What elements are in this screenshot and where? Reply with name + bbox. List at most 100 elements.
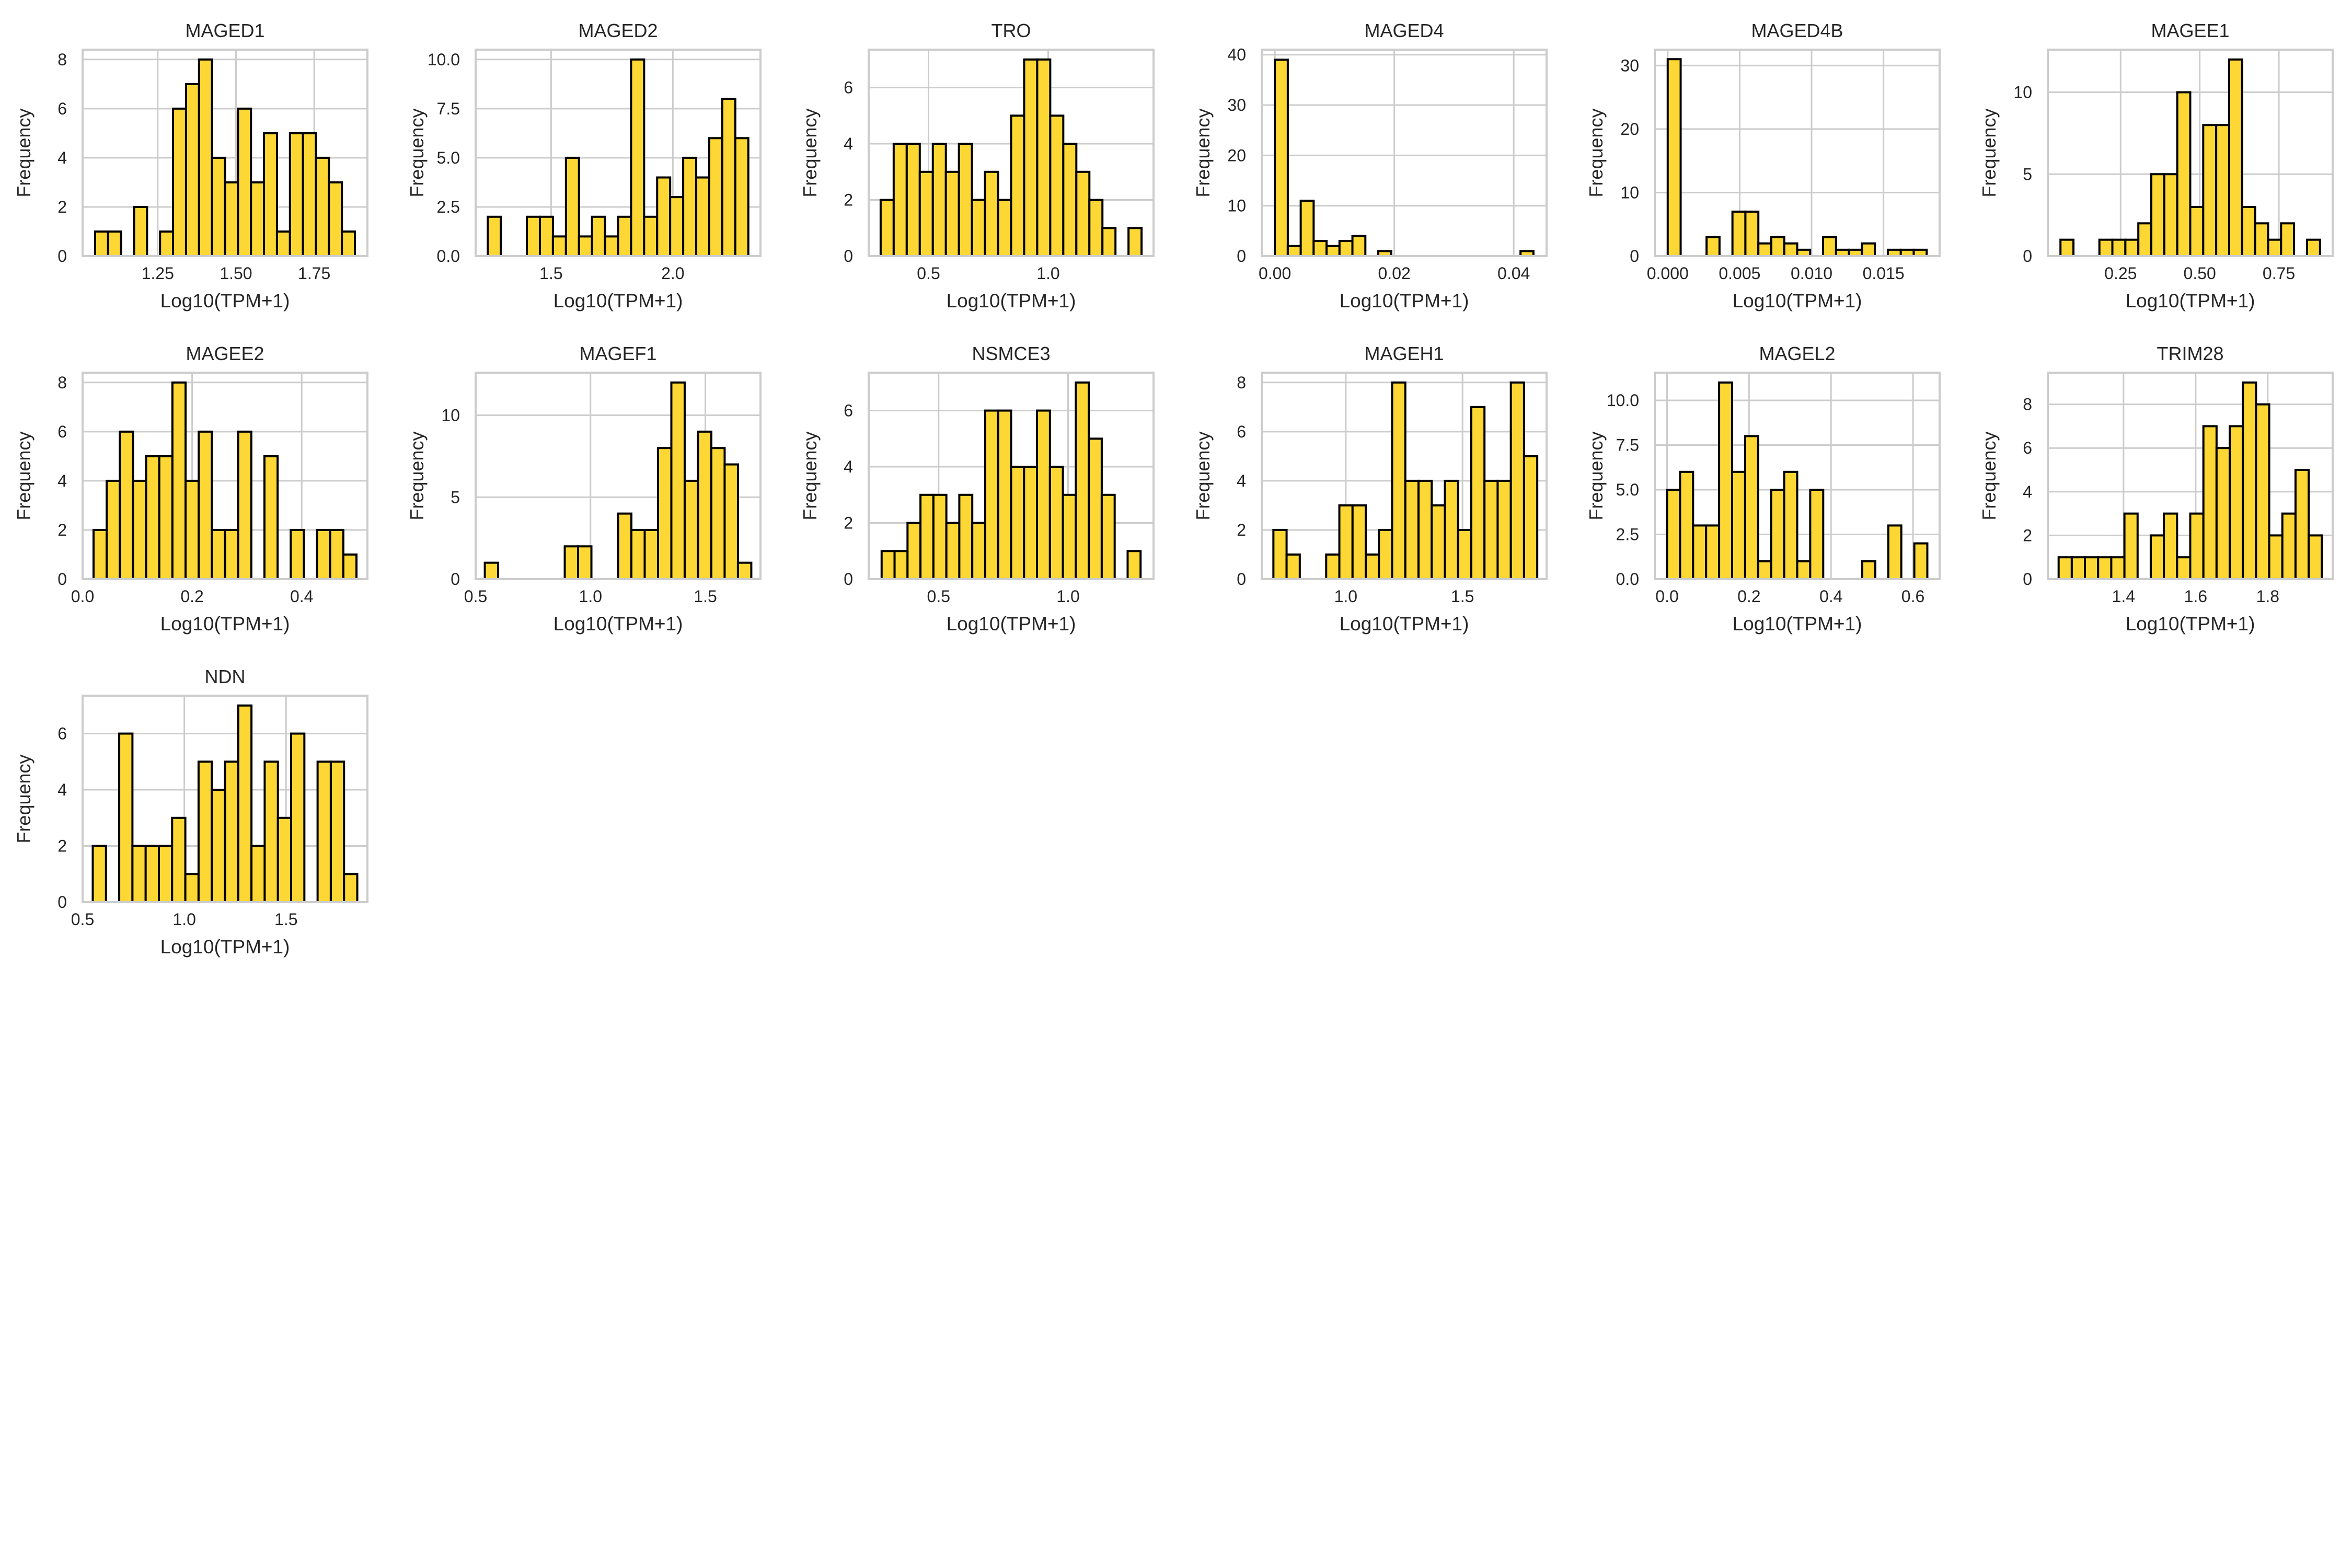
y-tick-label: 4	[57, 471, 67, 490]
x-tick-label: 0.04	[1497, 264, 1530, 283]
axes-frame	[2047, 49, 2334, 257]
histogram-bar	[2202, 425, 2218, 580]
histogram-bar	[2281, 512, 2297, 580]
histogram-bar	[2084, 556, 2100, 580]
y-tick-label: 10	[2013, 83, 2032, 102]
y-tick-label: 5	[2023, 165, 2032, 183]
chart-title: MAGEL2	[1759, 343, 1835, 364]
histogram-bar	[918, 170, 934, 257]
x-tick-label: 0.50	[2184, 264, 2216, 283]
histogram-bar	[564, 156, 580, 257]
histogram-bar	[2228, 58, 2243, 258]
histogram-bar	[2176, 91, 2192, 257]
histogram-bar	[538, 215, 554, 257]
histogram-bar	[892, 143, 908, 258]
histogram-bar	[2149, 534, 2165, 580]
y-tick-label: 0.0	[1616, 570, 1639, 589]
histogram-bar	[2267, 238, 2282, 257]
y-axis-label: Frequency	[1978, 431, 2000, 520]
histogram-bar	[185, 83, 200, 257]
histogram-bar	[2255, 403, 2270, 580]
histogram-bar	[1126, 550, 1142, 581]
histogram-bar	[343, 873, 359, 904]
y-tick-label: 6	[844, 78, 853, 97]
x-tick-label: 1.0	[1056, 587, 1079, 606]
chart-title: MAGED2	[578, 20, 658, 41]
chart-panel-magee1: 0.25 0.50 0.75 0 5 10 MAGEE1 Log10(TPM+1) Freque…	[1978, 20, 2334, 312]
histogram-bar	[107, 230, 122, 258]
histogram-bar	[2241, 205, 2256, 258]
histogram-bar	[237, 107, 252, 257]
histogram-bar	[133, 205, 148, 258]
x-tick-label: 0.2	[180, 587, 203, 606]
y-axis-label: Frequency	[799, 108, 821, 197]
histogram-bar	[630, 58, 645, 258]
histogram-bar	[1822, 236, 1837, 257]
y-tick-label: 0	[2023, 570, 2032, 589]
axes-frame	[1654, 372, 1941, 580]
y-tick-label: 20	[1620, 120, 1639, 139]
y-tick-label: 10	[1227, 197, 1246, 215]
histogram-bar	[2280, 222, 2296, 257]
y-axis-label: Frequency	[13, 108, 34, 197]
x-tick-label: 0.02	[1378, 264, 1411, 283]
axes-frame	[475, 49, 762, 257]
x-tick-label: 1.25	[142, 264, 174, 283]
histogram-bar	[2176, 556, 2192, 580]
histogram-bar	[1770, 236, 1785, 257]
chart-panel-magee2: 0.0 0.2 0.4 0 2 4 6 8 MAGEE2 Log10(TPM+1) Frequenc…	[13, 343, 368, 635]
axes-frame	[1654, 49, 1941, 257]
axes-frame	[868, 49, 1155, 257]
x-tick-label: 2.0	[661, 264, 684, 283]
histogram-bar	[290, 732, 306, 903]
y-tick-label: 2	[844, 191, 853, 210]
histogram-bar	[997, 199, 1012, 257]
histogram-bar	[1496, 479, 1512, 581]
y-tick-label: 10.0	[428, 50, 460, 69]
histogram-bar	[670, 381, 686, 580]
histogram-bar	[328, 181, 343, 257]
histogram-bar	[931, 143, 947, 258]
chart-title: MAGEF1	[579, 343, 656, 364]
x-tick-label: 1.5	[274, 910, 297, 929]
y-tick-label: 7.5	[437, 99, 460, 118]
y-tick-label: 30	[1620, 56, 1639, 75]
histogram-bar	[1023, 58, 1039, 258]
histogram-bar	[2305, 238, 2321, 257]
histogram-bar	[1783, 242, 1798, 258]
x-tick-label: 0.0	[71, 587, 94, 606]
histogram-bar	[1023, 466, 1039, 580]
y-tick-label: 5	[451, 488, 460, 506]
histogram-bar	[159, 230, 175, 258]
x-tick-label: 0.2	[1737, 587, 1760, 606]
histogram-bar	[198, 430, 213, 580]
histogram-bar	[1679, 470, 1694, 580]
histogram-bar	[2254, 222, 2269, 257]
histogram-bar	[2057, 556, 2073, 580]
y-tick-label: 6	[2023, 439, 2032, 457]
chart-title: TRO	[991, 20, 1031, 41]
y-tick-label: 2	[57, 837, 67, 856]
histogram-bar	[1757, 242, 1772, 258]
y-tick-label: 8	[1237, 373, 1246, 392]
histogram-bar	[483, 561, 500, 580]
histogram-bar	[1744, 210, 1760, 257]
histogram-bar	[263, 455, 279, 581]
histogram-bar	[1378, 528, 1393, 581]
histogram-bar	[1286, 245, 1302, 258]
axes-frame	[82, 49, 368, 257]
x-tick-label: 0.5	[464, 587, 487, 606]
y-tick-label: 6	[1237, 422, 1246, 441]
histogram-bar	[945, 522, 961, 581]
y-tick-label: 8	[57, 373, 67, 392]
x-tick-label: 1.6	[2184, 587, 2207, 606]
y-tick-label: 5.0	[1616, 480, 1639, 499]
histogram-bar	[2294, 469, 2310, 581]
histogram-bar	[1048, 466, 1064, 580]
x-tick-label: 0.0	[1655, 587, 1678, 606]
histogram-bar	[1325, 245, 1341, 258]
y-tick-label: 2	[2023, 526, 2032, 545]
histogram-bar	[682, 156, 698, 257]
histogram-bar	[971, 199, 986, 257]
histogram-bar	[2229, 425, 2244, 580]
